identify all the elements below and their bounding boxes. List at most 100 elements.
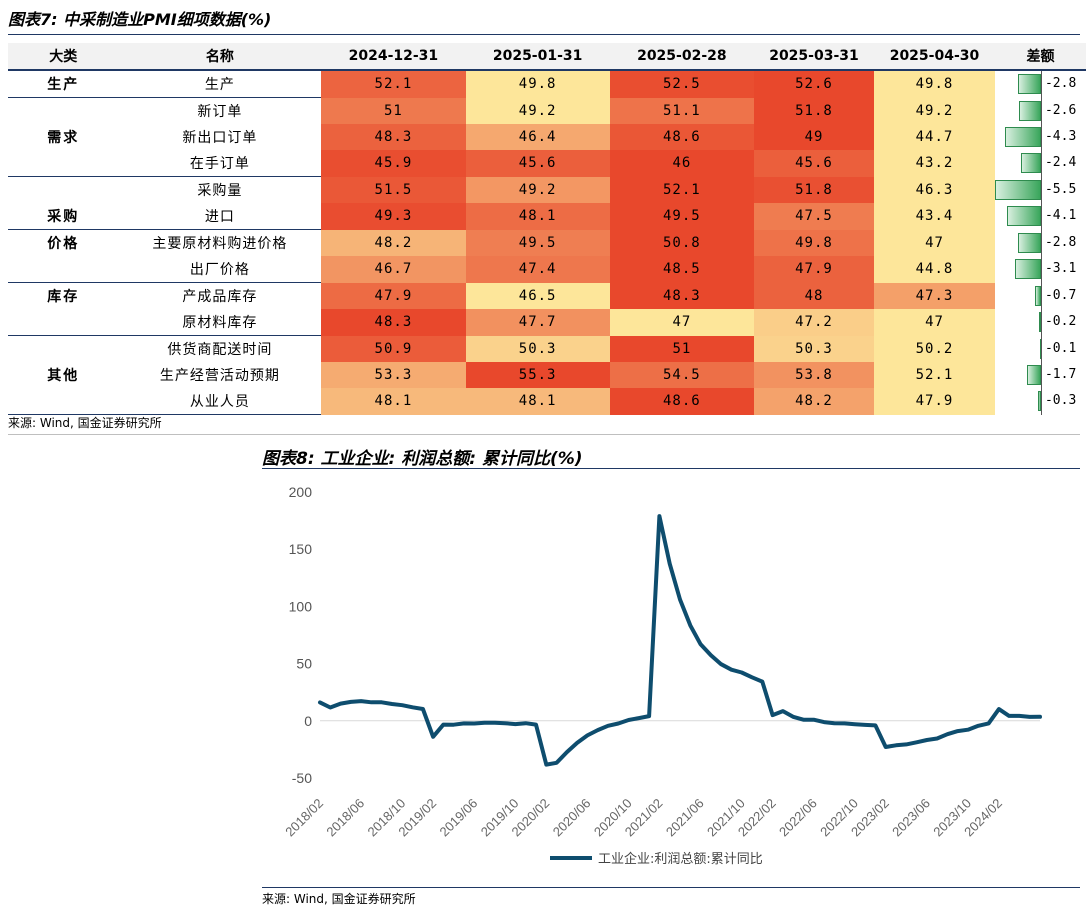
table-row: 需求 新出口订单 48.3 46.4 48.6 49 44.7 -4.3: [8, 124, 1086, 150]
value-cell: 54.5: [609, 362, 754, 388]
row-name: 生产经营活动预期: [159, 368, 280, 384]
table-row: 库存 产成品库存 47.9 46.5 48.3 48 47.3 -0.7: [8, 282, 1086, 309]
x-tick-label: 2023/06: [889, 796, 933, 840]
value-cell: 51.1: [609, 97, 754, 124]
row-name: 从业人员: [118, 388, 322, 415]
header-category: 大类: [8, 43, 119, 71]
value-cell: 47: [609, 309, 754, 336]
value-cell: 46.4: [465, 124, 610, 150]
diff-axis: [1040, 176, 1042, 203]
value-cell: 49.8: [874, 70, 995, 98]
y-tick-label: 0: [304, 713, 312, 729]
diff-axis: [1040, 388, 1042, 415]
value-cell: 47.2: [753, 309, 874, 336]
row-category: [8, 177, 118, 204]
value-cell: 48.3: [609, 282, 754, 309]
value-cell: 51: [609, 335, 754, 362]
diff-bar: [994, 179, 1041, 200]
row-category: [8, 256, 119, 283]
table-header-row: 大类 名称 2024-12-31 2025-01-31 2025-02-28 2…: [8, 43, 1086, 71]
diff-value: -0.1: [1044, 340, 1077, 356]
x-tick-label: 2021/06: [663, 796, 707, 840]
value-cell: 48.1: [465, 203, 610, 230]
row-name: 原材料库存: [118, 309, 322, 336]
diff-bar: [1017, 232, 1041, 253]
value-cell: 47.7: [465, 309, 610, 336]
header-name: 名称: [118, 43, 322, 71]
diff-cell: -0.1: [994, 335, 1086, 362]
diff-cell: -0.2: [994, 309, 1086, 336]
chart-title: 图表8: 工业企业: 利润总额: 累计同比(%): [262, 449, 583, 469]
value-cell: 52.5: [609, 70, 754, 98]
value-cell: 48.6: [609, 388, 754, 415]
header-diff: 差额: [994, 43, 1086, 71]
diff-value: -1.7: [1044, 367, 1077, 382]
value-cell: 51.8: [753, 176, 874, 203]
row-name: 采购量: [197, 183, 243, 199]
value-cell: 52.6: [753, 70, 874, 98]
value-cell: 48: [753, 282, 874, 309]
diff-value: -0.3: [1044, 393, 1077, 408]
row-name: 在手订单: [118, 150, 322, 177]
pmi-table-body: 生产 生产 52.1 49.8 52.5 52.6 49.8 -2.8 新订单 51 49.2 51.…: [8, 70, 1086, 415]
value-cell: 46: [609, 150, 754, 177]
diff-axis: [1040, 71, 1042, 98]
table-row: 在手订单 45.9 45.6 46 45.6 43.2 -2.4: [8, 150, 1086, 177]
row-name: 新出口订单: [182, 130, 258, 146]
diff-cell: -2.8: [994, 70, 1086, 98]
value-cell: 51: [321, 97, 466, 124]
table-row: 采购量 51.5 49.2 52.1 51.8 46.3 -5.5: [8, 176, 1086, 204]
value-cell: 53.8: [753, 362, 874, 388]
value-cell: 45.9: [321, 150, 466, 177]
row-category: [8, 98, 118, 125]
diff-bar: [1015, 259, 1041, 279]
series-line: [318, 514, 1042, 767]
diff-bar: [1020, 153, 1041, 173]
value-cell: 53.3: [321, 362, 466, 388]
diff-cell: -2.4: [994, 150, 1086, 177]
value-cell: 46.3: [874, 176, 995, 203]
value-cell: 52.1: [609, 176, 754, 203]
value-cell: 49.2: [465, 176, 610, 203]
diff-value: -4.3: [1044, 129, 1077, 144]
diff-cell: -5.5: [994, 176, 1086, 203]
value-cell: 48.6: [609, 124, 754, 150]
row-category: [8, 388, 119, 415]
value-cell: 48.1: [321, 388, 466, 415]
row-category: 库存: [47, 289, 80, 305]
row-category: [8, 309, 119, 336]
value-cell: 47: [874, 229, 995, 256]
diff-value: -2.8: [1044, 76, 1077, 91]
diff-value: -3.1: [1044, 261, 1077, 276]
table-row: 从业人员 48.1 48.1 48.6 48.2 47.9 -0.3: [8, 388, 1086, 415]
value-cell: 50.2: [874, 335, 995, 362]
diff-axis: [1040, 362, 1042, 388]
value-cell: 47.3: [874, 282, 995, 309]
diff-value: -2.6: [1044, 102, 1077, 118]
value-cell: 43.4: [874, 203, 995, 230]
legend-label: 工业企业:利润总额:累计同比: [598, 851, 763, 867]
row-name: 出厂价格: [118, 256, 322, 283]
profit-line-chart: -500501001502002018/022018/062018/102019…: [282, 484, 1042, 867]
row-name: 产成品库存: [182, 289, 258, 305]
value-cell: 55.3: [465, 362, 610, 388]
diff-value: -0.7: [1044, 287, 1077, 303]
diff-cell: -0.3: [994, 388, 1086, 415]
diff-axis: [1040, 97, 1042, 124]
x-tick-label: 2022/06: [776, 796, 820, 840]
table-row: 供货商配送时间 50.9 50.3 51 50.3 50.2 -0.1: [8, 335, 1086, 362]
value-cell: 44.8: [874, 256, 995, 283]
header-date: 2025-04-30: [874, 43, 995, 71]
table-row: 原材料库存 48.3 47.7 47 47.2 47 -0.2: [8, 309, 1086, 336]
row-category: 需求: [47, 130, 80, 146]
diff-axis: [1040, 229, 1042, 256]
y-tick-label: -50: [292, 770, 312, 786]
value-cell: 48.2: [321, 229, 466, 256]
value-cell: 46.7: [321, 256, 466, 283]
table-row: 其他 生产经营活动预期 53.3 55.3 54.5 53.8 52.1 -1.7: [8, 362, 1086, 388]
value-cell: 52.1: [874, 362, 995, 388]
value-cell: 50.3: [753, 335, 874, 362]
row-category: 采购: [8, 203, 119, 230]
value-cell: 50.3: [465, 335, 610, 362]
diff-cell: -1.7: [994, 362, 1086, 388]
